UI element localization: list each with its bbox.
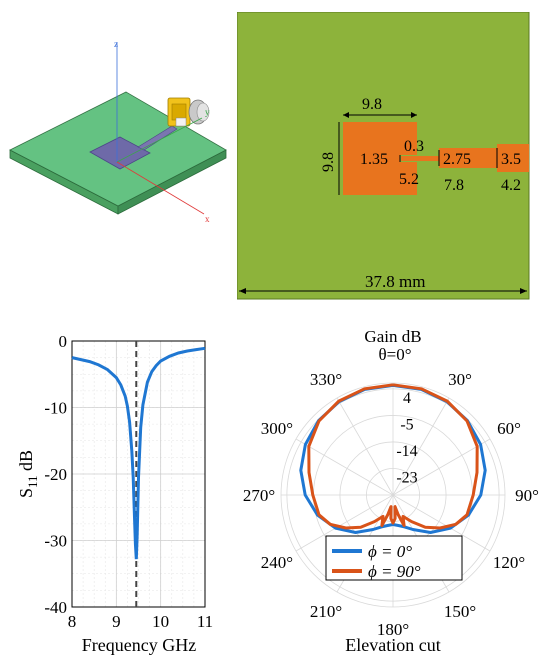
polar-rtick-label: -14 [396, 443, 417, 460]
polar-pattern: Gain dB θ=0° 4 -5 -14 -23 330° 30° 300° 60° 270°… [236, 320, 550, 663]
s11-plot-frame [71, 340, 206, 608]
dim-line1-length: 7.8 [444, 177, 464, 194]
y-axis-line [116, 117, 203, 163]
polar-caption: Elevation cut [345, 635, 440, 655]
svg-text:S11 dB: S11 dB [16, 450, 40, 498]
ylabel-unit: dB [16, 450, 36, 471]
polar-angle-label: 180° [377, 620, 409, 639]
polar-angle-label: 90° [515, 486, 539, 505]
polar-spoke [392, 494, 491, 552]
patch-3d [89, 136, 151, 170]
polar-curves [299, 383, 487, 534]
dim-patch-height: 9.8 [320, 152, 337, 172]
feedline-section1 [401, 156, 439, 161]
s11-xtick-label: 10 [152, 612, 169, 631]
polar-spoke [336, 397, 394, 496]
s11-ytick-label: -40 [44, 598, 67, 617]
dim-board-width: 37.8 mm [365, 272, 425, 291]
dim-gap: 0.3 [404, 138, 424, 155]
polar-angle-label: 270° [243, 486, 275, 505]
polar-rtick-label: -23 [396, 469, 417, 486]
dim-patch-width: 9.8 [362, 96, 382, 113]
polar-rtick-label: 4 [403, 390, 411, 407]
feedline-section2 [439, 148, 497, 168]
layout-svg: 9.8 9.8 0.3 1.35 5.2 2.75 7.8 3.5 4.2 37… [236, 11, 530, 300]
polar-angle-label: 120° [493, 553, 525, 572]
legend-label-phi90: ϕ = 90° [368, 562, 421, 581]
polar-angle-label: 300° [261, 419, 293, 438]
polar-spoke [295, 438, 394, 496]
dim-line1-width: 2.75 [443, 151, 471, 168]
polar-angle-label: 30° [448, 370, 472, 389]
dim-inset-length: 5.2 [399, 171, 419, 188]
polar-spoke [295, 494, 394, 552]
dim-arrow-left [343, 112, 349, 118]
s11-svg: 8 9 10 110-10-20-30-40 Frequency GHz S11 dB [16, 332, 213, 655]
dim-arrow-right [411, 112, 417, 118]
z-axis-label: z [114, 39, 118, 49]
polar-angle-label: 240° [261, 553, 293, 572]
s11-curve [71, 346, 206, 560]
iso-3d-svg: z y x [9, 39, 227, 224]
polar-svg: Gain dB θ=0° 4 -5 -14 -23 330° 30° 300° 60° 270°… [243, 327, 539, 655]
feedline-section3 [497, 144, 529, 172]
polar-legend: ϕ = 0° ϕ = 90° [325, 535, 463, 581]
polar-angle-label: 60° [497, 419, 521, 438]
s11-plot: 8 9 10 11 0 -10 -20 -30 -40 Frequency GHz S11 dB [0, 320, 235, 663]
polar-angle-label: 210° [310, 602, 342, 621]
polar-spoke [392, 397, 450, 496]
x-axis-line [116, 161, 205, 215]
iso-3d-view: z y x [0, 0, 235, 300]
s11-xtick-label: 11 [197, 612, 213, 631]
polar-rtick-label: -5 [400, 416, 413, 433]
s11-ytick-label: -10 [44, 399, 67, 418]
s11-xtick-label: 9 [112, 612, 121, 631]
polar-labels: 4 -5 -14 -23 330° 30° 300° 60° 270° 90° 240° 120° 21… [243, 370, 539, 639]
polar-curve-series-1 [307, 383, 479, 530]
ylabel-main: S [16, 488, 36, 498]
dim-arrow-board-left [239, 288, 246, 294]
s11-ytick-label: 0 [59, 332, 68, 351]
polar-spoke [392, 438, 491, 496]
polar-title: Gain dB [364, 327, 421, 346]
s11-ytick-label: -30 [44, 532, 67, 551]
x-axis-label: x [205, 214, 210, 224]
dim-inset-depth: 1.35 [360, 151, 388, 168]
s11-ylabel: S11 dB [16, 450, 40, 498]
antenna-layout-view: 9.8 9.8 0.3 1.35 5.2 2.75 7.8 3.5 4.2 37… [236, 11, 531, 300]
dim-arrow-board-right [520, 288, 527, 294]
s11-ytick-label: -20 [44, 465, 67, 484]
polar-subtitle: θ=0° [378, 345, 411, 364]
dim-line2-length: 4.2 [501, 177, 521, 194]
polar-angle-label: 330° [310, 370, 342, 389]
y-axis-label: y [205, 107, 210, 117]
polar-angle-label: 150° [444, 602, 476, 621]
s11-xtick-label: 8 [68, 612, 77, 631]
patch-shape [343, 122, 417, 195]
ylabel-sub: 11 [25, 475, 40, 488]
dim-line2-width: 3.5 [501, 151, 521, 168]
sma-connector [167, 97, 210, 127]
legend-label-phi0: ϕ = 0° [368, 542, 412, 561]
s11-xlabel: Frequency GHz [82, 635, 196, 655]
